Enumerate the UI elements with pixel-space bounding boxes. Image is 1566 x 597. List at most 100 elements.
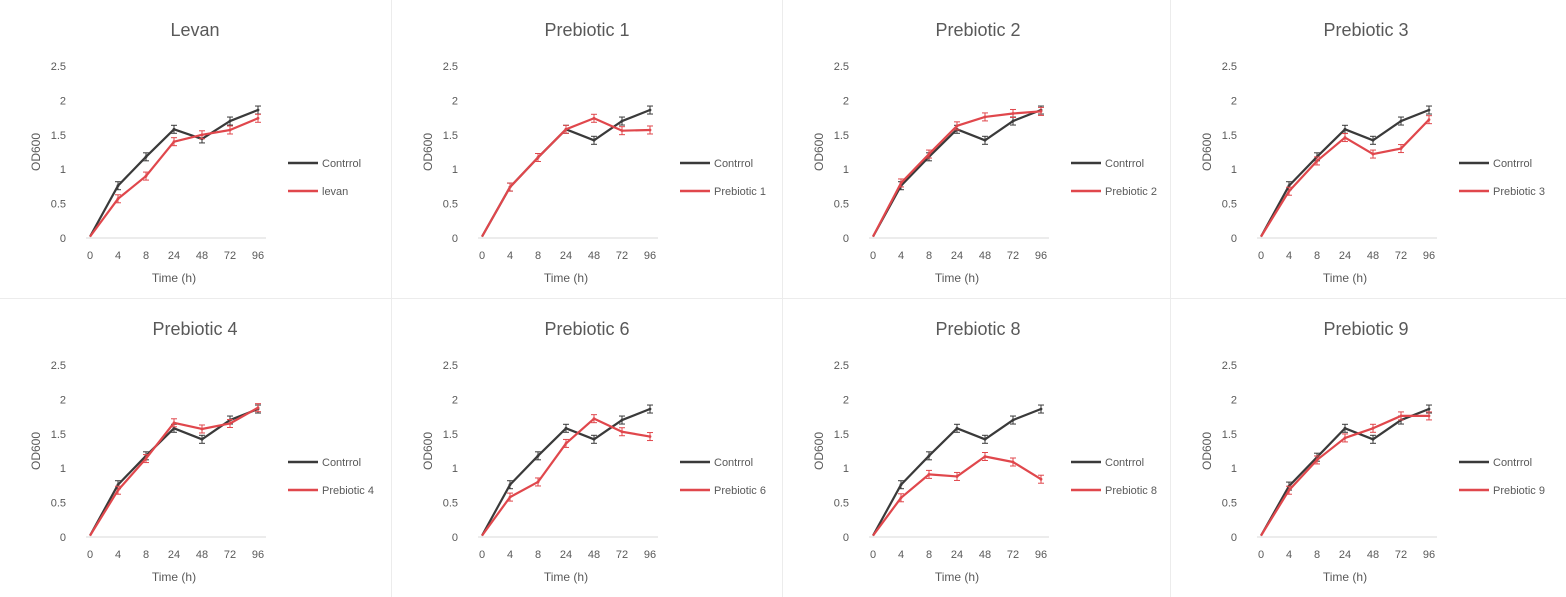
chart-panel-prebiotic-8: Prebiotic 8 0 0.5 1 1.5 2 2.5 0 4 8 24 48 72 96 Time (… [783,299,1170,597]
y-tick-label: 2 [1231,394,1237,406]
data-point [172,426,176,430]
data-point [536,454,540,458]
chart-title: Prebiotic 6 [544,319,629,339]
data-point [955,475,959,478]
data-point [1399,414,1403,418]
data-point [200,427,204,431]
legend-label: Prebiotic 6 [714,485,766,497]
data-point [1287,184,1291,188]
data-point [927,454,931,458]
y-tick-label: 0 [1231,233,1237,245]
data-point [620,418,624,422]
data-point [592,116,596,120]
data-point [648,435,652,438]
data-point [648,407,652,411]
x-tick-label: 0 [479,250,485,262]
x-tick-label: 4 [1286,250,1292,262]
data-point [648,128,652,132]
x-tick-label: 96 [252,549,264,561]
x-tick-label: 72 [224,250,236,262]
x-tick-label: 0 [87,549,93,561]
data-point [1371,138,1375,142]
legend-label: Contrrol [1493,158,1532,170]
data-point [144,457,148,460]
data-point [564,442,568,445]
x-tick-label: 24 [1339,250,1351,262]
x-tick-label: 96 [252,250,264,262]
x-tick-label: 48 [196,549,208,561]
x-tick-label: 48 [979,549,991,561]
data-point [256,116,260,120]
x-tick-label: 8 [535,549,541,561]
y-tick-label: 0 [452,233,458,245]
y-tick-label: 2.5 [834,61,849,73]
data-point [172,127,176,131]
x-tick-label: 48 [588,549,600,561]
data-point [256,406,260,410]
data-point [983,437,987,441]
y-axis-title: OD600 [29,432,43,470]
x-tick-label: 8 [1314,549,1320,561]
y-tick-label: 2.5 [51,61,66,73]
data-point [1011,112,1015,115]
chart-panel-prebiotic-4: Prebiotic 4 0 0.5 1 1.5 2 2.5 0 4 8 24 48 72 96 Time (… [0,299,391,597]
y-axis-title: OD600 [421,432,435,470]
y-tick-label: 1 [60,463,66,475]
y-tick-label: 0.5 [1222,498,1237,510]
x-tick-label: 72 [224,549,236,561]
y-axis-title: OD600 [1200,432,1214,470]
x-tick-label: 24 [951,250,963,262]
y-tick-label: 2.5 [1222,360,1237,372]
y-tick-label: 1 [452,463,458,475]
x-tick-label: 72 [1395,549,1407,561]
x-tick-label: 4 [507,250,513,262]
x-tick-label: 24 [560,549,572,561]
x-tick-label: 72 [1007,250,1019,262]
x-axis-title: Time (h) [935,570,979,584]
data-point [927,152,931,156]
data-point [620,129,624,133]
legend-label: Contrrol [714,158,753,170]
y-tick-label: 0.5 [834,199,849,211]
data-point [536,156,540,159]
x-tick-label: 72 [616,549,628,561]
y-tick-label: 2 [1231,95,1237,107]
y-tick-label: 0.5 [443,199,458,211]
data-point [116,483,120,487]
data-point [564,127,568,131]
y-tick-label: 0 [1231,532,1237,544]
y-tick-label: 1.5 [51,130,66,142]
x-tick-label: 4 [115,250,121,262]
y-tick-label: 1.5 [1222,429,1237,441]
y-tick-label: 0.5 [51,199,66,211]
y-tick-label: 2 [452,394,458,406]
data-point [1287,189,1291,193]
data-point [200,133,204,137]
x-tick-label: 48 [588,250,600,262]
data-point [1427,118,1431,122]
data-point [983,455,987,458]
y-tick-label: 0 [452,532,458,544]
data-point [983,115,987,119]
y-tick-label: 0.5 [443,498,458,510]
x-axis-title: Time (h) [544,271,588,285]
data-point [1343,436,1347,440]
data-point [144,155,148,159]
x-tick-label: 24 [1339,549,1351,561]
legend-label: Contrrol [1105,457,1144,469]
y-tick-label: 1 [60,164,66,176]
x-tick-label: 96 [1035,250,1047,262]
x-tick-label: 48 [979,250,991,262]
data-point [648,108,652,112]
x-tick-label: 24 [560,250,572,262]
chart-title: Prebiotic 4 [152,319,237,339]
y-tick-label: 2.5 [443,61,458,73]
data-point [927,472,931,476]
x-tick-label: 24 [168,549,180,561]
x-tick-label: 8 [535,250,541,262]
x-axis-title: Time (h) [152,271,196,285]
x-tick-label: 0 [1258,250,1264,262]
data-point [592,138,596,142]
y-tick-label: 2 [843,95,849,107]
y-tick-label: 0 [843,532,849,544]
